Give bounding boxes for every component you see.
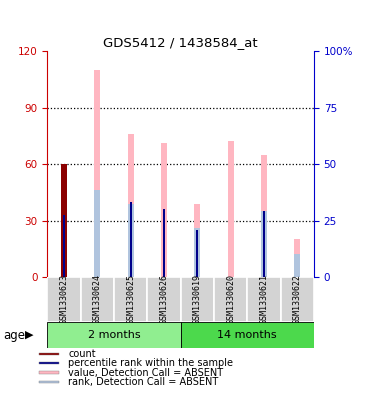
Bar bbox=[294, 255, 300, 277]
Bar bbox=[181, 322, 314, 348]
Bar bbox=[194, 204, 200, 277]
Bar bbox=[63, 215, 65, 277]
Bar bbox=[39, 362, 58, 364]
Bar bbox=[196, 230, 198, 277]
Bar bbox=[39, 381, 58, 383]
Bar bbox=[39, 353, 58, 355]
Text: GSM1330619: GSM1330619 bbox=[193, 274, 202, 324]
Bar bbox=[95, 191, 100, 277]
Text: rank, Detection Call = ABSENT: rank, Detection Call = ABSENT bbox=[68, 377, 218, 387]
Text: percentile rank within the sample: percentile rank within the sample bbox=[68, 358, 233, 368]
Bar bbox=[95, 70, 100, 277]
Bar bbox=[261, 211, 267, 277]
Bar bbox=[61, 164, 67, 277]
Bar bbox=[161, 143, 167, 277]
Bar bbox=[128, 204, 134, 277]
Bar bbox=[261, 155, 267, 277]
Text: GSM1330624: GSM1330624 bbox=[93, 274, 102, 324]
Bar bbox=[214, 277, 247, 322]
Bar bbox=[247, 277, 281, 322]
Bar bbox=[114, 277, 147, 322]
Bar bbox=[181, 277, 214, 322]
Bar bbox=[228, 141, 234, 277]
Bar bbox=[163, 209, 165, 277]
Bar bbox=[47, 322, 181, 348]
Bar bbox=[281, 277, 314, 322]
Text: GSM1330623: GSM1330623 bbox=[59, 274, 69, 324]
Text: age: age bbox=[4, 329, 26, 342]
Bar bbox=[263, 211, 265, 277]
Text: ▶: ▶ bbox=[25, 330, 33, 340]
Bar bbox=[81, 277, 114, 322]
Text: GSM1330626: GSM1330626 bbox=[160, 274, 169, 324]
Title: GDS5412 / 1438584_at: GDS5412 / 1438584_at bbox=[103, 35, 258, 48]
Bar bbox=[294, 239, 300, 277]
Text: GSM1330625: GSM1330625 bbox=[126, 274, 135, 324]
Text: GSM1330622: GSM1330622 bbox=[293, 274, 302, 324]
Text: count: count bbox=[68, 349, 96, 359]
Text: GSM1330620: GSM1330620 bbox=[226, 274, 235, 324]
Bar bbox=[39, 371, 58, 374]
Text: GSM1330621: GSM1330621 bbox=[260, 274, 268, 324]
Bar bbox=[194, 228, 200, 277]
Text: value, Detection Call = ABSENT: value, Detection Call = ABSENT bbox=[68, 367, 223, 378]
Bar bbox=[47, 277, 81, 322]
Bar bbox=[128, 134, 134, 277]
Bar bbox=[147, 277, 181, 322]
Text: 2 months: 2 months bbox=[88, 330, 141, 340]
Bar bbox=[130, 202, 132, 277]
Text: 14 months: 14 months bbox=[218, 330, 277, 340]
